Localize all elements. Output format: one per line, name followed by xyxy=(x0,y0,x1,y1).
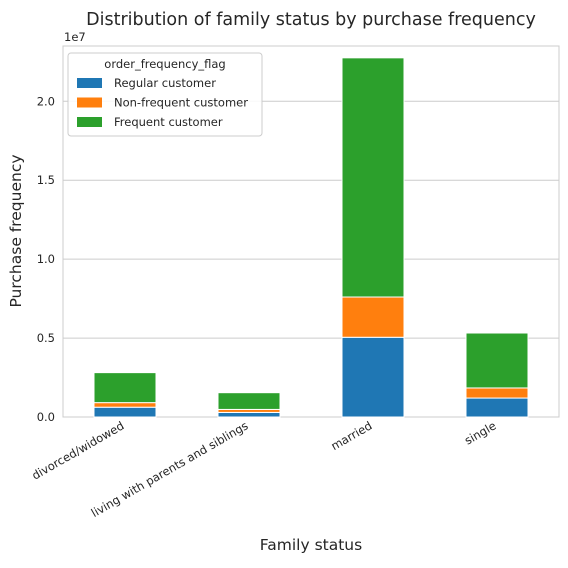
bar-segment xyxy=(465,387,529,399)
bar-segment xyxy=(93,406,157,418)
bar-segment xyxy=(341,336,405,418)
x-tick-label: divorced/widowed xyxy=(29,418,126,482)
legend-items: Regular customer Non-frequent customer Fre… xyxy=(77,76,248,129)
legend-label: Regular customer xyxy=(114,76,216,90)
y-tick-label: 1.5 xyxy=(37,173,55,187)
bars xyxy=(93,57,529,418)
bar-segment xyxy=(465,397,529,418)
legend-title: order_frequency_flag xyxy=(104,57,225,71)
legend-swatch xyxy=(77,97,102,108)
legend-box xyxy=(67,52,263,137)
chart-title: Distribution of family status by purchas… xyxy=(86,10,536,30)
legend-swatch xyxy=(77,78,102,88)
bar-segment xyxy=(93,372,157,404)
bar-segment xyxy=(93,402,157,408)
y-tick-label: 0.5 xyxy=(37,331,55,345)
bar-segment xyxy=(341,296,405,338)
legend-swatch xyxy=(77,117,102,127)
legend-label: Non-frequent customer xyxy=(114,96,248,110)
x-tick-label: married xyxy=(328,418,374,453)
legend: order_frequency_flag Regular customer Non… xyxy=(67,52,263,137)
y-axis-offset-label: 1e7 xyxy=(64,30,86,44)
bar-segment xyxy=(217,392,281,410)
y-axis-ticks: 0.0 0.5 1.0 1.5 2.0 xyxy=(37,94,55,424)
legend-label: Frequent customer xyxy=(114,115,223,129)
y-tick-label: 0.0 xyxy=(37,410,55,424)
y-tick-label: 2.0 xyxy=(37,94,55,108)
x-tick-label: single xyxy=(462,418,498,447)
bar-segment xyxy=(465,332,529,389)
x-axis-title: Family status xyxy=(260,536,362,554)
bar-segment xyxy=(217,411,281,418)
y-tick-label: 1.0 xyxy=(37,252,55,266)
bar-segment xyxy=(341,57,405,298)
y-axis-title: Purchase frequency xyxy=(7,154,25,307)
